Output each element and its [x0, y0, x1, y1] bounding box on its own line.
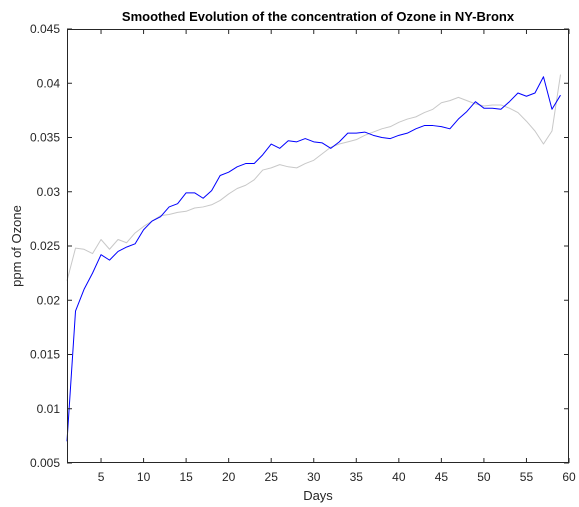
plot-area-background [67, 29, 569, 463]
y-axis-label: ppm of Ozone [9, 205, 24, 287]
x-tick-label: 10 [137, 470, 151, 484]
y-tick-label: 0.03 [37, 185, 61, 199]
x-tick-label: 40 [392, 470, 406, 484]
y-tick-label: 0.01 [37, 402, 61, 416]
x-axis-label: Days [303, 488, 333, 503]
x-tick-label: 20 [222, 470, 236, 484]
series-layer [66, 74, 561, 442]
y-tick-label: 0.005 [30, 456, 60, 470]
series-line-2 [66, 76, 561, 442]
x-tick-label: 5 [98, 470, 105, 484]
x-tick-label: 30 [307, 470, 321, 484]
x-tick-label: 45 [435, 470, 449, 484]
y-tick-label: 0.025 [30, 239, 60, 253]
x-tick-label: 60 [562, 470, 576, 484]
chart-title: Smoothed Evolution of the concentration … [122, 9, 515, 24]
x-tick-label: 35 [350, 470, 364, 484]
y-tick-label: 0.04 [37, 76, 61, 90]
x-tick-label: 25 [265, 470, 279, 484]
x-tick-label: 15 [179, 470, 193, 484]
plot-area-frame [67, 29, 569, 463]
x-tick-label: 55 [520, 470, 534, 484]
x-tick-label: 50 [477, 470, 491, 484]
y-tick-label: 0.02 [37, 293, 61, 307]
series-line-1 [66, 74, 561, 281]
y-tick-label: 0.035 [30, 131, 60, 145]
y-tick-label: 0.045 [30, 22, 60, 36]
y-tick-label: 0.015 [30, 348, 60, 362]
